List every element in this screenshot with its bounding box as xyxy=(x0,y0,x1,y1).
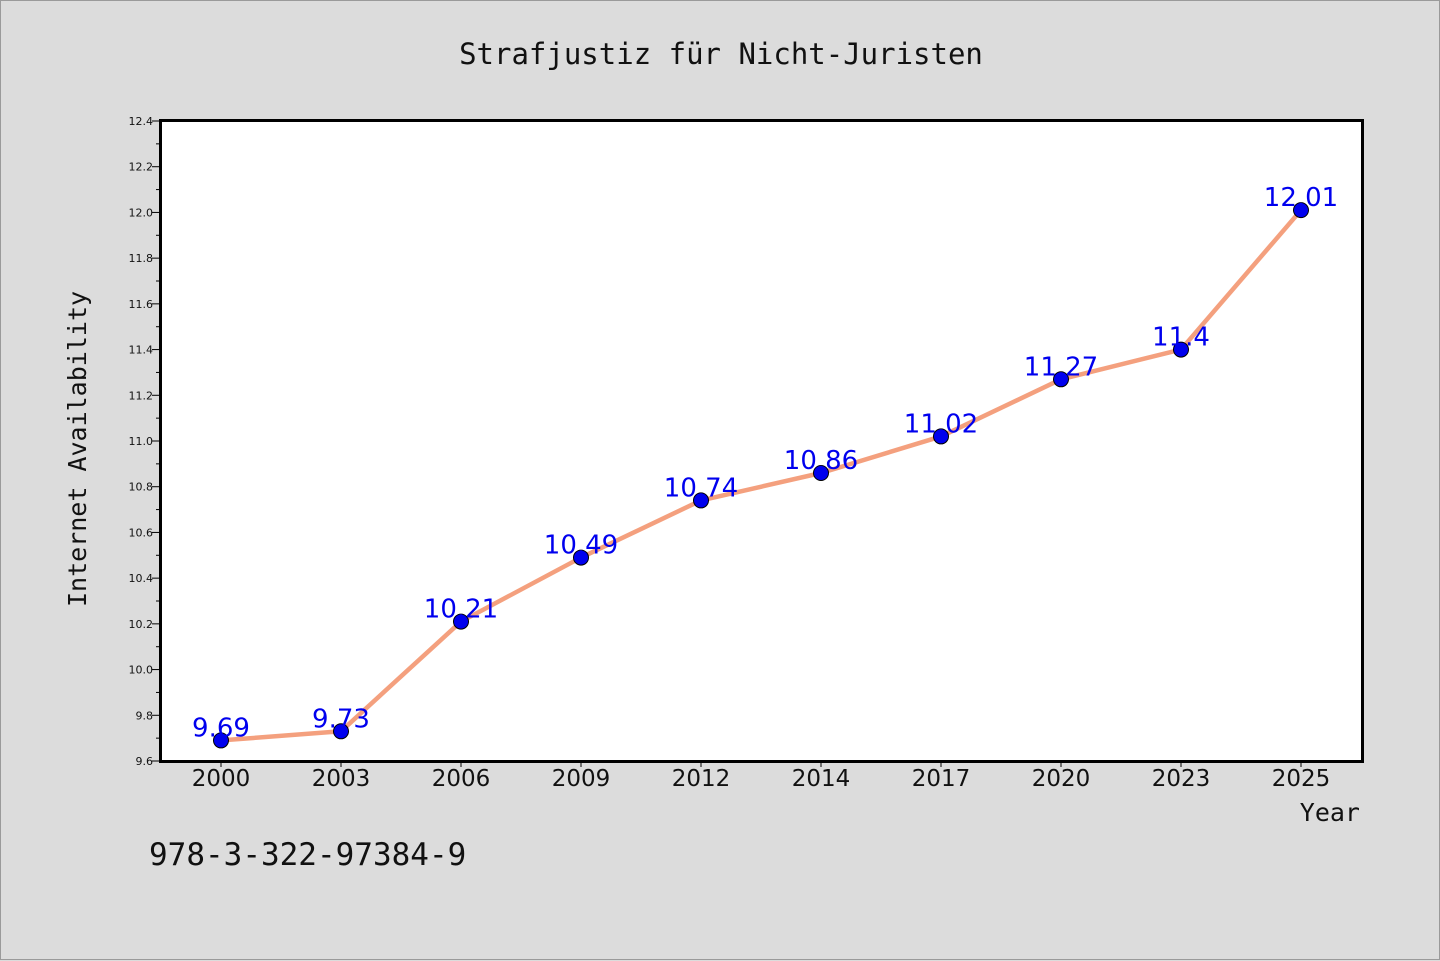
x-tick-label: 2020 xyxy=(1032,766,1091,792)
x-tick-label: 2023 xyxy=(1152,766,1211,792)
y-tick-label: 10.6 xyxy=(129,526,154,539)
y-tick-label: 10.2 xyxy=(129,618,154,631)
data-point xyxy=(693,492,709,509)
data-point xyxy=(813,465,829,481)
data-point xyxy=(573,549,589,566)
y-tick-label: 10.8 xyxy=(129,481,154,494)
x-axis-ticks: 2000 2003 2006 2009 2012 2014 2017 2020 2023 2025 xyxy=(192,761,1331,792)
data-label: 9.73 xyxy=(312,704,370,734)
data-point xyxy=(1053,371,1069,388)
y-axis-title: Internet Availability xyxy=(63,291,92,607)
y-tick-label: 11.0 xyxy=(129,435,154,448)
x-tick-label: 2025 xyxy=(1272,766,1331,792)
y-tick-label: 12.4 xyxy=(129,115,154,128)
data-label: 11.02 xyxy=(904,409,978,439)
x-tick-label: 2006 xyxy=(432,766,491,792)
x-tick-label: 2017 xyxy=(912,766,971,792)
y-tick-label: 10.0 xyxy=(129,664,154,677)
data-point xyxy=(1173,341,1189,358)
data-point xyxy=(333,723,349,740)
data-point xyxy=(1293,202,1309,219)
data-label: 11.27 xyxy=(1024,352,1098,382)
series-line xyxy=(220,208,1303,743)
y-axis-ticks: 9.6 9.8 10.0 10.2 10.4 10.6 10.8 11.0 11.2 11.4 11… xyxy=(129,115,161,768)
chart-title: Strafjustiz für Nicht-Juristen xyxy=(459,37,983,71)
y-tick-label: 11.8 xyxy=(129,252,154,265)
x-axis-title: Year xyxy=(1300,798,1360,827)
y-tick-label: 12.0 xyxy=(129,206,154,219)
series-group: 9.69 9.73 10.21 10.49 10.74 10.86 11.02 11.27 11… xyxy=(192,183,1338,749)
x-tick-label: 2012 xyxy=(672,766,731,792)
y-tick-label: 11.6 xyxy=(129,298,154,311)
data-point xyxy=(213,732,229,749)
data-label: 10.21 xyxy=(424,595,498,625)
data-label: 9.69 xyxy=(192,713,250,743)
y-tick-label: 9.6 xyxy=(136,755,154,768)
y-tick-label: 9.8 xyxy=(136,709,154,722)
data-label: 10.49 xyxy=(544,531,618,561)
data-label: 11.4 xyxy=(1152,323,1210,353)
y-tick-label: 10.4 xyxy=(129,572,154,585)
plot-area xyxy=(159,119,1364,763)
x-tick-label: 2003 xyxy=(312,766,371,792)
data-label: 10.74 xyxy=(664,473,738,503)
data-point xyxy=(453,613,469,630)
x-tick-label: 2009 xyxy=(552,766,611,792)
y-tick-label: 12.2 xyxy=(129,161,154,174)
y-tick-label: 11.4 xyxy=(129,344,154,357)
isbn-text: 978-3-322-97384-9 xyxy=(149,837,466,873)
x-tick-label: 2000 xyxy=(192,766,251,792)
y-tick-label: 11.2 xyxy=(129,389,154,402)
x-tick-label: 2014 xyxy=(792,766,851,792)
data-label: 10.86 xyxy=(784,446,858,476)
data-label: 12.01 xyxy=(1264,183,1338,213)
data-point xyxy=(933,428,949,445)
